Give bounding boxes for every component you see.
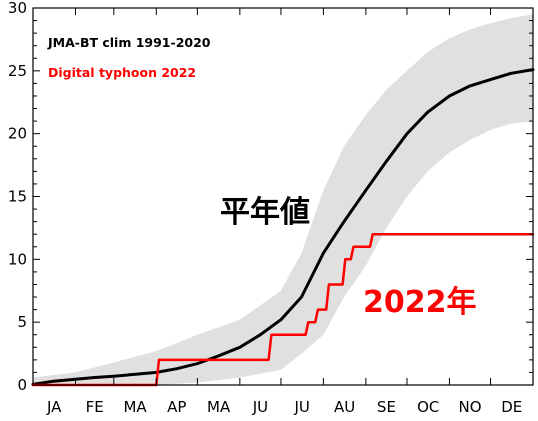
annotation-climatology: 平年値: [220, 195, 310, 230]
x-tick-label: AU: [334, 398, 355, 416]
x-tick-label: JA: [46, 398, 62, 416]
legend-entry-2022: Digital typhoon 2022: [48, 65, 196, 80]
spread-band: [33, 14, 533, 386]
y-tick-label: 10: [8, 250, 27, 268]
spread-band-layer: [33, 14, 533, 386]
x-tick-label: JU: [252, 398, 268, 416]
legend: JMA-BT clim 1991-2020 Digital typhoon 20…: [47, 35, 211, 80]
x-tick-label: MA: [207, 398, 231, 416]
x-tick-label: OC: [417, 398, 439, 416]
y-tick-label: 25: [8, 62, 27, 80]
x-tick-label: AP: [167, 398, 186, 416]
annotation-year-2022: 2022年: [363, 285, 477, 320]
series-line-climatology: [31, 68, 535, 386]
x-tick-label: FE: [86, 398, 104, 416]
series-layer: [31, 68, 535, 387]
x-tick-label: SE: [377, 398, 396, 416]
y-tick-label: 20: [8, 125, 27, 143]
x-tick-label: NO: [458, 398, 481, 416]
x-tick-label: JU: [293, 398, 309, 416]
y-tick-label: 5: [17, 313, 27, 331]
x-tick-label: DE: [501, 398, 522, 416]
y-tick-label: 30: [8, 0, 27, 17]
legend-entry-climatology: JMA-BT clim 1991-2020: [47, 35, 211, 50]
x-tick-label: MA: [123, 398, 147, 416]
series-line-2022: [31, 232, 535, 387]
y-tick-label: 0: [17, 376, 27, 394]
axis-layer: 0 5 10 15 20 25 30 JA FE MA AP MA JU JU AU SE OC NO DE: [8, 0, 534, 416]
y-tick-label: 15: [8, 188, 27, 206]
